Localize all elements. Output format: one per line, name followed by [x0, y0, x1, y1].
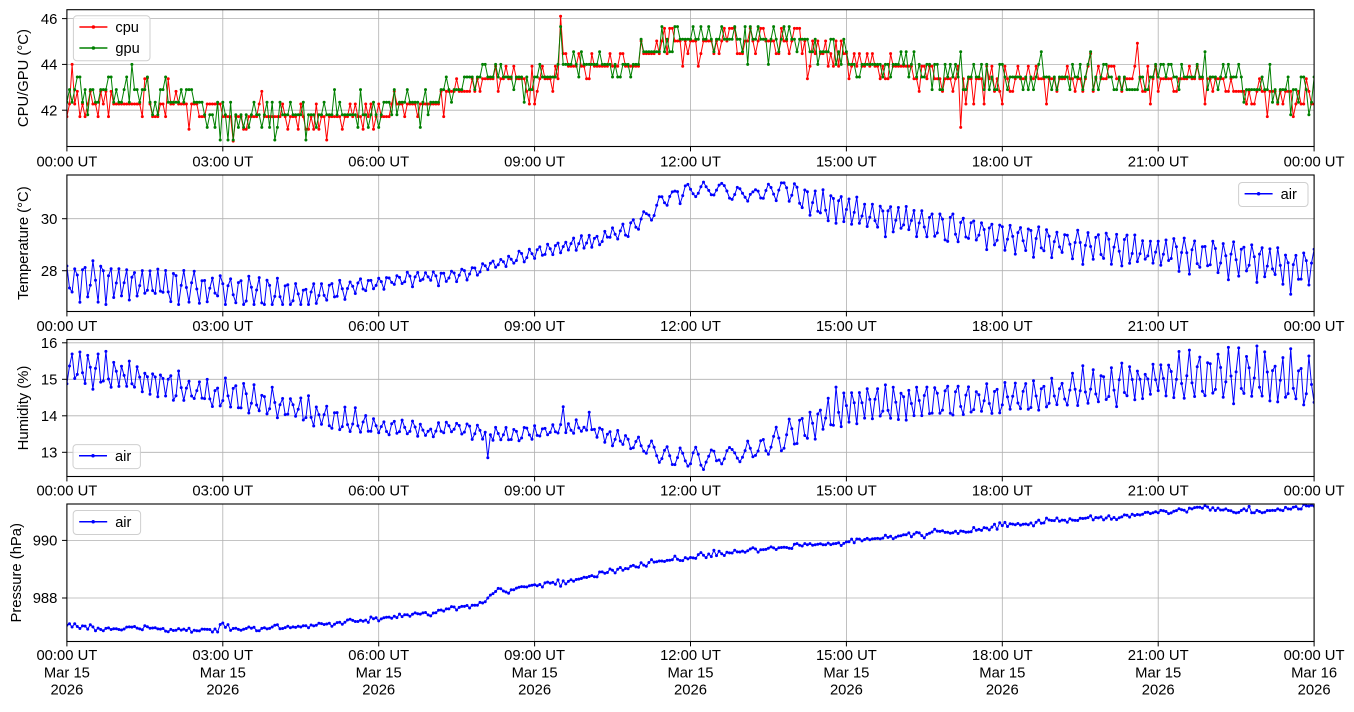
svg-text:Mar 15: Mar 15 [44, 665, 90, 681]
svg-text:03:00 UT: 03:00 UT [192, 484, 253, 500]
svg-text:Pressure (hPa): Pressure (hPa) [9, 523, 25, 623]
svg-text:15:00 UT: 15:00 UT [816, 648, 877, 664]
svg-text:Mar 15: Mar 15 [667, 665, 713, 681]
svg-text:air: air [115, 449, 131, 465]
svg-text:Mar 15: Mar 15 [1135, 665, 1181, 681]
svg-text:00:00 UT: 00:00 UT [36, 319, 97, 335]
svg-text:12:00 UT: 12:00 UT [660, 155, 721, 171]
svg-text:2026: 2026 [206, 683, 239, 699]
svg-text:18:00 UT: 18:00 UT [972, 648, 1033, 664]
svg-text:15:00 UT: 15:00 UT [816, 155, 877, 171]
svg-text:18:00 UT: 18:00 UT [972, 155, 1033, 171]
svg-text:2026: 2026 [362, 683, 395, 699]
svg-text:30: 30 [41, 212, 57, 228]
svg-text:12:00 UT: 12:00 UT [660, 648, 721, 664]
svg-text:06:00 UT: 06:00 UT [348, 319, 409, 335]
svg-text:18:00 UT: 18:00 UT [972, 484, 1033, 500]
svg-text:06:00 UT: 06:00 UT [348, 155, 409, 171]
svg-text:18:00 UT: 18:00 UT [972, 319, 1033, 335]
svg-text:06:00 UT: 06:00 UT [348, 484, 409, 500]
svg-text:00:00 UT: 00:00 UT [36, 155, 97, 171]
svg-text:air: air [115, 515, 131, 531]
svg-text:988: 988 [33, 591, 58, 607]
svg-text:09:00 UT: 09:00 UT [504, 319, 565, 335]
svg-text:12:00 UT: 12:00 UT [660, 319, 721, 335]
svg-text:21:00 UT: 21:00 UT [1128, 484, 1189, 500]
svg-text:2026: 2026 [50, 683, 83, 699]
svg-text:03:00 UT: 03:00 UT [192, 648, 253, 664]
svg-text:990: 990 [33, 534, 58, 550]
svg-text:09:00 UT: 09:00 UT [504, 155, 565, 171]
svg-text:42: 42 [41, 103, 57, 119]
svg-text:28: 28 [41, 264, 57, 280]
svg-text:09:00 UT: 09:00 UT [504, 648, 565, 664]
svg-text:12:00 UT: 12:00 UT [660, 484, 721, 500]
svg-text:Mar 15: Mar 15 [979, 665, 1025, 681]
svg-text:Mar 16: Mar 16 [1291, 665, 1337, 681]
svg-text:15:00 UT: 15:00 UT [816, 319, 877, 335]
svg-text:cpu: cpu [115, 20, 139, 36]
svg-text:2026: 2026 [1142, 683, 1175, 699]
svg-text:gpu: gpu [115, 41, 139, 57]
svg-text:46: 46 [41, 12, 57, 28]
svg-text:Mar 15: Mar 15 [823, 665, 869, 681]
svg-text:44: 44 [41, 58, 57, 74]
svg-text:13: 13 [41, 446, 57, 462]
svg-text:CPU/GPU (°C): CPU/GPU (°C) [16, 29, 32, 127]
svg-text:2026: 2026 [986, 683, 1019, 699]
svg-text:21:00 UT: 21:00 UT [1128, 648, 1189, 664]
svg-text:2026: 2026 [518, 683, 551, 699]
svg-text:Mar 15: Mar 15 [512, 665, 558, 681]
svg-text:00:00 UT: 00:00 UT [1284, 648, 1345, 664]
svg-text:06:00 UT: 06:00 UT [348, 648, 409, 664]
svg-text:09:00 UT: 09:00 UT [504, 484, 565, 500]
svg-text:03:00 UT: 03:00 UT [192, 155, 253, 171]
svg-text:00:00 UT: 00:00 UT [36, 648, 97, 664]
svg-text:21:00 UT: 21:00 UT [1128, 155, 1189, 171]
svg-text:14: 14 [41, 409, 57, 425]
svg-text:00:00 UT: 00:00 UT [1284, 319, 1345, 335]
svg-text:00:00 UT: 00:00 UT [1284, 484, 1345, 500]
svg-text:00:00 UT: 00:00 UT [36, 484, 97, 500]
svg-text:Mar 15: Mar 15 [200, 665, 246, 681]
svg-text:Mar 15: Mar 15 [356, 665, 402, 681]
svg-text:2026: 2026 [830, 683, 863, 699]
svg-text:Temperature (°C): Temperature (°C) [16, 186, 32, 300]
svg-text:16: 16 [41, 336, 57, 352]
svg-text:21:00 UT: 21:00 UT [1128, 319, 1189, 335]
svg-text:15: 15 [41, 373, 57, 389]
svg-text:2026: 2026 [674, 683, 707, 699]
svg-text:air: air [1281, 187, 1297, 203]
svg-text:2026: 2026 [1298, 683, 1331, 699]
svg-text:00:00 UT: 00:00 UT [1284, 155, 1345, 171]
svg-text:03:00 UT: 03:00 UT [192, 319, 253, 335]
svg-text:15:00 UT: 15:00 UT [816, 484, 877, 500]
svg-text:Humidity (%): Humidity (%) [16, 366, 32, 451]
